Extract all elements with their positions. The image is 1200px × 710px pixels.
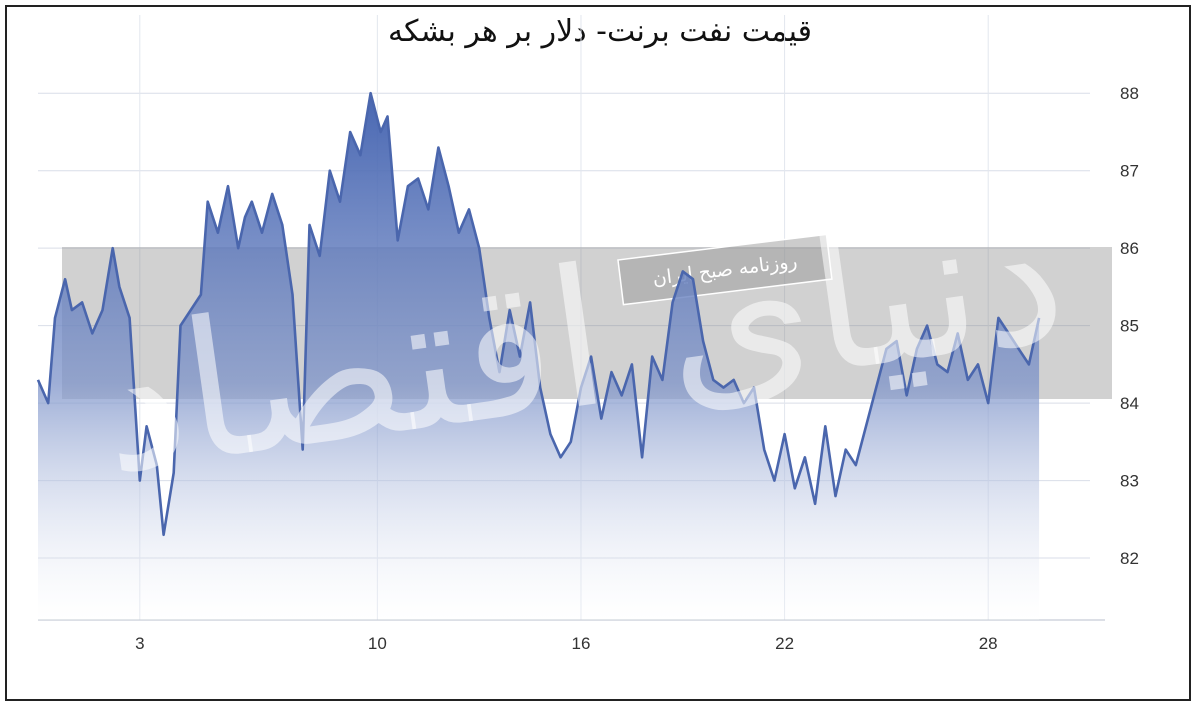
y-tick-label: 87 [1120, 162, 1139, 181]
y-tick-label: 82 [1120, 549, 1139, 568]
series-line [36, 91, 1041, 537]
y-tick-label: 86 [1120, 239, 1139, 258]
y-tick-label: 85 [1120, 317, 1139, 336]
x-tick-label: 16 [572, 634, 591, 653]
watermark-label-box [617, 233, 833, 306]
x-axis: 3 10 16 22 28 [135, 634, 998, 653]
y-axis: 82 83 84 85 86 87 88 [1120, 84, 1139, 568]
y-tick-label: 88 [1120, 84, 1139, 103]
chart-title: قیمت نفت برنت- دلار بر هر بشکه [388, 14, 812, 49]
y-tick-label: 83 [1120, 472, 1139, 491]
x-tick-label: 3 [135, 634, 144, 653]
x-tick-label: 28 [979, 634, 998, 653]
x-tick-label: 10 [368, 634, 387, 653]
area-fill [38, 93, 1040, 620]
y-tick-label: 84 [1120, 394, 1139, 413]
x-tick-label: 22 [775, 634, 794, 653]
area-series [36, 91, 1041, 620]
